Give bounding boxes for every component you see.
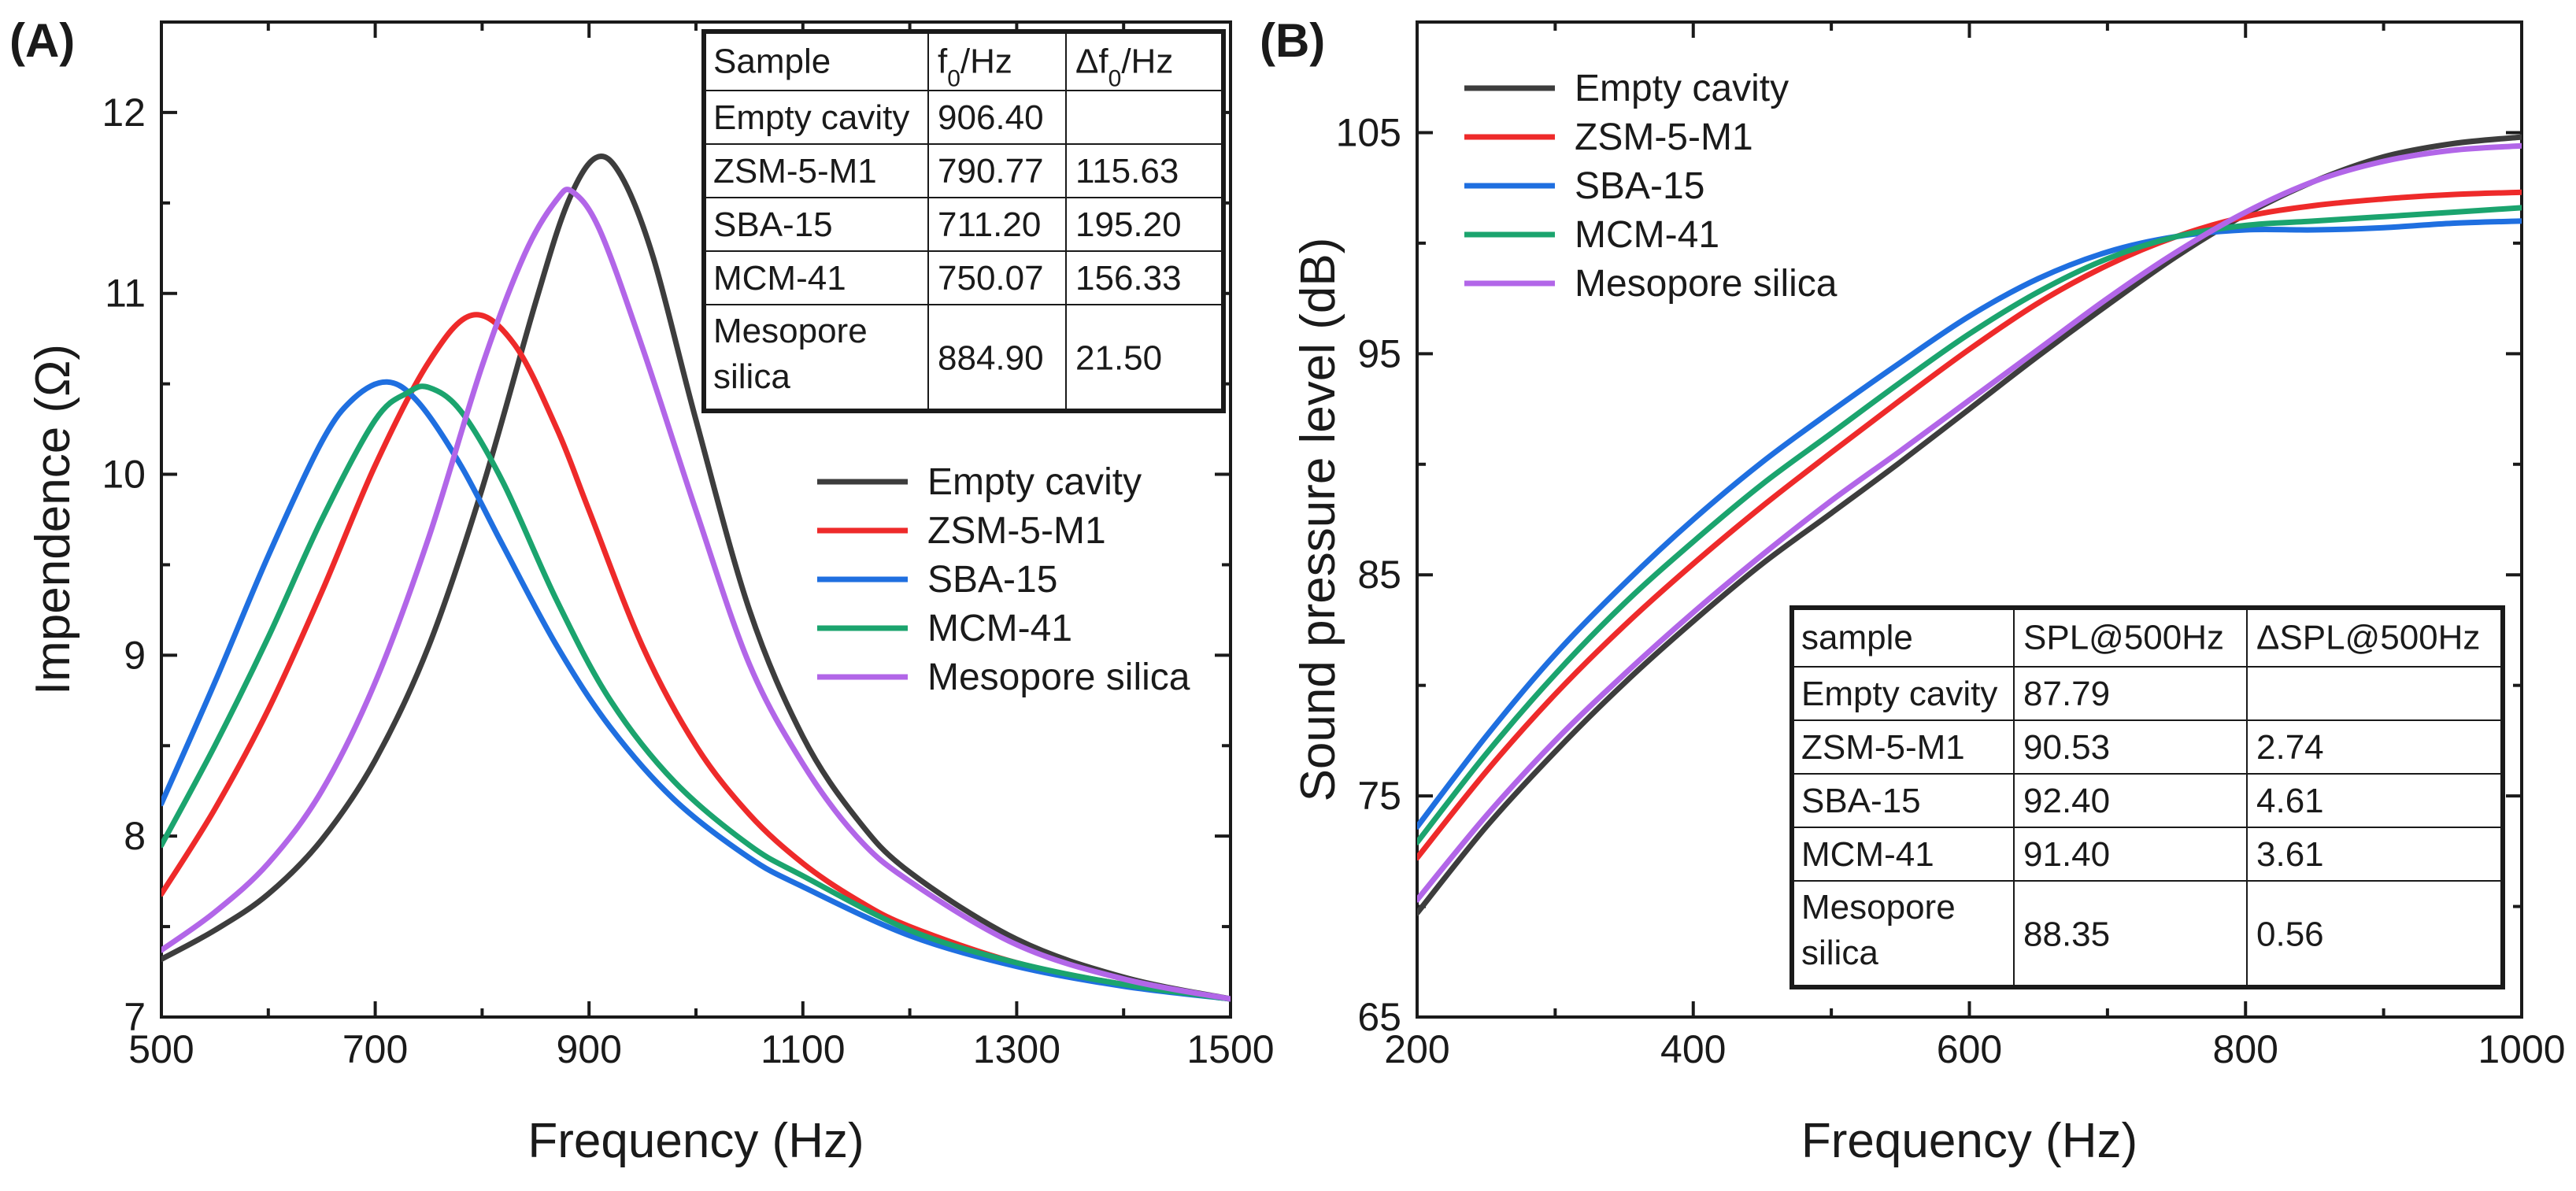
table-cell: silica: [713, 357, 790, 396]
legend-label: Mesopore silica: [927, 657, 1190, 698]
table-cell: 750.07: [938, 259, 1044, 298]
table-cell: SBA-15: [1801, 782, 1921, 820]
table-cell: 87.79: [2023, 675, 2110, 713]
table-cell: 156.33: [1075, 259, 1182, 298]
table-cell: 4.61: [2256, 782, 2324, 820]
y-tick-label: 9: [124, 633, 146, 677]
y-tick-label: 10: [102, 453, 146, 497]
table-cell: 92.40: [2023, 782, 2110, 820]
y-tick-label: 12: [102, 91, 146, 135]
series-line-zsm-5-m1: [161, 312, 1231, 1002]
inset-table: sample SPL@500Hz ΔSPL@500Hz Empty cavity 87.…: [1790, 605, 2505, 989]
y-tick-label: 8: [124, 814, 146, 858]
table-header-cell: Sample: [713, 43, 831, 81]
table-header-cell: sample: [1801, 619, 1913, 657]
x-tick-label: 700: [342, 1027, 408, 1071]
table-cell: 2.74: [2256, 728, 2324, 767]
table-cell: MCM-41: [1801, 835, 1934, 874]
table-cell: Empty cavity: [1801, 675, 1997, 713]
table-header-cell: SPL@500Hz: [2023, 619, 2224, 657]
y-tick-label: 65: [1357, 995, 1401, 1039]
series-group: [1417, 134, 2522, 916]
table-header-cell: Δf0/Hz: [1075, 43, 1173, 92]
table-cell: silica: [1801, 934, 1878, 972]
chart-panel-b: (B) 200 400 600 800 1000 65 75 85 95 105 Frequency …: [1260, 14, 2566, 1168]
series-group: [161, 153, 1231, 1002]
table-cell: 790.77: [938, 152, 1044, 190]
table-cell: 115.63: [1075, 152, 1179, 190]
series-line-mesopore-silica: [161, 187, 1231, 1002]
series-line-mcm-41: [1417, 205, 2522, 845]
y-tick-label: 85: [1357, 553, 1401, 597]
series-line-sba-15: [1417, 218, 2522, 830]
x-tick-label: 1300: [973, 1027, 1060, 1071]
table-frame: [1790, 605, 2505, 989]
legend-label: Empty cavity: [927, 461, 1142, 503]
x-tick-label: 600: [1937, 1027, 2002, 1071]
table-cell: 91.40: [2023, 835, 2110, 874]
y-axis-title: Impendence (Ω): [26, 344, 80, 695]
table-cell: Empty cavity: [713, 98, 909, 137]
y-tick-label: 11: [105, 272, 146, 316]
x-tick-label: 800: [2213, 1027, 2278, 1071]
x-tick-label: 1100: [761, 1027, 846, 1071]
y-tick-label: 7: [124, 995, 146, 1039]
legend-label: MCM-41: [1575, 214, 1719, 256]
table-cell: ZSM-5-M1: [713, 152, 877, 190]
legend-label: Mesopore silica: [1575, 263, 1838, 305]
table-cell: Mesopore: [1801, 888, 1956, 927]
y-tick-label: 105: [1336, 110, 1401, 154]
table-cell: 884.90: [938, 339, 1044, 378]
table-cell: 711.20: [938, 205, 1041, 244]
legend: Empty cavity ZSM-5-M1 SBA-15 MCM-41 Mesopore…: [817, 461, 1190, 698]
table-cell: 90.53: [2023, 728, 2110, 767]
legend-label: Empty cavity: [1575, 68, 1789, 109]
table-cell: MCM-41: [713, 259, 846, 298]
x-tick-label: 1000: [2478, 1027, 2565, 1071]
table-cell: Mesopore: [713, 312, 868, 350]
x-axis-title: Frequency (Hz): [527, 1114, 864, 1168]
legend-label: ZSM-5-M1: [927, 510, 1106, 552]
legend-label: SBA-15: [927, 559, 1057, 601]
table-cell: 21.50: [1075, 339, 1162, 378]
table-header-cell: ΔSPL@500Hz: [2256, 619, 2480, 657]
legend-label: ZSM-5-M1: [1575, 117, 1753, 158]
table-cell: SBA-15: [713, 205, 833, 244]
x-tick-label: 200: [1384, 1027, 1449, 1071]
series-line-zsm-5-m1: [1417, 189, 2522, 861]
table-cell: 195.20: [1075, 205, 1182, 244]
table-header-cell: f0/Hz: [938, 43, 1012, 92]
x-tick-label: 1500: [1186, 1027, 1274, 1071]
panel-label: (B): [1260, 14, 1325, 67]
x-tick-label: 900: [556, 1027, 621, 1071]
inset-table: Sample f0/Hz Δf0/Hz Empty cavity 906.40 ZSM-5…: [701, 29, 1226, 413]
table-cell: 906.40: [938, 98, 1044, 137]
table-cell: 0.56: [2256, 915, 2324, 954]
series-line-mcm-41: [161, 383, 1231, 1002]
y-tick-label: 95: [1357, 331, 1401, 375]
series-line-sba-15: [161, 379, 1231, 1002]
table-cell: ZSM-5-M1: [1801, 728, 1965, 767]
chart-panel-a: (A) 500 700 900 1100 1300 1500 7 8 9 10 11 12 Frequen…: [9, 14, 1275, 1168]
x-axis-title: Frequency (Hz): [1801, 1114, 2137, 1168]
legend-label: MCM-41: [927, 608, 1072, 649]
y-axis-title: Sound pressure level (dB): [1291, 238, 1345, 802]
x-tick-label: 400: [1660, 1027, 1726, 1071]
table-cell: 3.61: [2256, 835, 2324, 874]
y-tick-label: 75: [1357, 774, 1401, 818]
series-line-mesopore-silica: [1417, 142, 2522, 903]
x-tick-label: 500: [128, 1027, 194, 1071]
table-frame: [701, 29, 1226, 413]
series-line-empty-cavity: [161, 153, 1231, 1002]
table-cell: 88.35: [2023, 915, 2110, 954]
legend: Empty cavity ZSM-5-M1 SBA-15 MCM-41 Mesopore…: [1464, 68, 1838, 305]
panel-label: (A): [9, 14, 75, 67]
legend-label: SBA-15: [1575, 165, 1704, 207]
